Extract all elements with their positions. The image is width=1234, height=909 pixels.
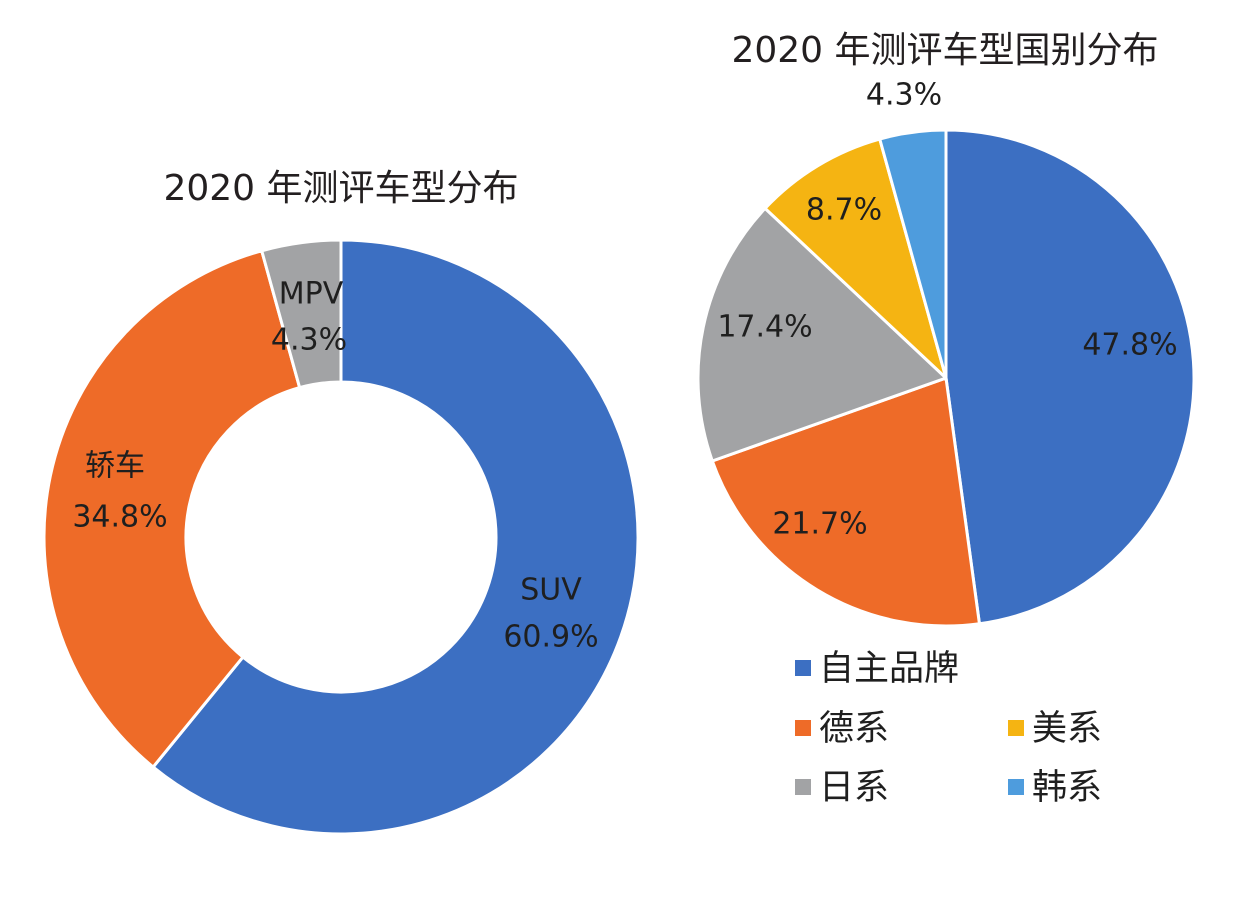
label-german-value: 21.7% — [772, 507, 867, 542]
legend-label: 自主品牌 — [819, 649, 959, 689]
legend-label: 德系 — [819, 709, 889, 749]
label-korean-value: 4.3% — [866, 78, 942, 113]
slice-domestic-brands — [944, 128, 1196, 626]
slice-suv — [151, 238, 640, 836]
legend-swatch — [1008, 779, 1024, 795]
legend-label: 韩系 — [1032, 768, 1102, 808]
donut-data-labels: SUV 60.9% 轿车 34.8% MPV 4.3% — [72, 277, 598, 655]
slice-mpv — [260, 238, 343, 390]
label-suv-name: SUV — [520, 573, 582, 608]
legend-item-american: 美系 — [1008, 709, 1102, 749]
label-japanese-value: 17.4% — [717, 310, 812, 345]
label-mpv-value: 4.3% — [271, 323, 347, 358]
legend-swatch — [795, 720, 811, 736]
label-sedan-name: 轿车 — [85, 449, 145, 484]
legend-item-domestic-brands: 自主品牌 — [795, 649, 959, 689]
slice-korean — [878, 128, 948, 380]
pie-data-labels: 47.8% 21.7% 17.4% 8.7% 4.3% — [717, 78, 1177, 542]
donut-chart-title: 2020 年测评车型分布 — [163, 168, 518, 209]
label-sedan-value: 34.8% — [72, 500, 167, 535]
legend-swatch — [795, 779, 811, 795]
label-mpv-name: MPV — [279, 277, 344, 312]
donut-slices — [42, 238, 640, 836]
vehicle-type-donut-chart: 2020 年测评车型分布 SUV 60.9% 轿车 34.8% MPV 4.3% — [42, 168, 640, 836]
legend-label: 日系 — [819, 768, 889, 808]
pie-slices — [696, 128, 1196, 628]
label-american-value: 8.7% — [806, 193, 882, 228]
legend-swatch — [1008, 720, 1024, 736]
pie-chart-title: 2020 年测评车型国别分布 — [731, 30, 1158, 71]
legend-item-german: 德系 — [795, 709, 889, 749]
slice-american — [763, 137, 948, 380]
slice-japanese — [696, 206, 948, 463]
slice-sedan — [42, 249, 302, 769]
legend-item-japanese: 日系 — [795, 768, 889, 808]
legend-swatch — [795, 660, 811, 676]
label-domestic-brands-value: 47.8% — [1082, 328, 1177, 363]
legend-item-korean: 韩系 — [1008, 768, 1102, 808]
legend-label: 美系 — [1032, 709, 1102, 749]
slice-german — [710, 376, 981, 628]
label-suv-value: 60.9% — [503, 620, 598, 655]
origin-pie-chart: 2020 年测评车型国别分布 47.8% 21.7% 17.4% 8.7% 4.3% 自… — [696, 30, 1196, 808]
